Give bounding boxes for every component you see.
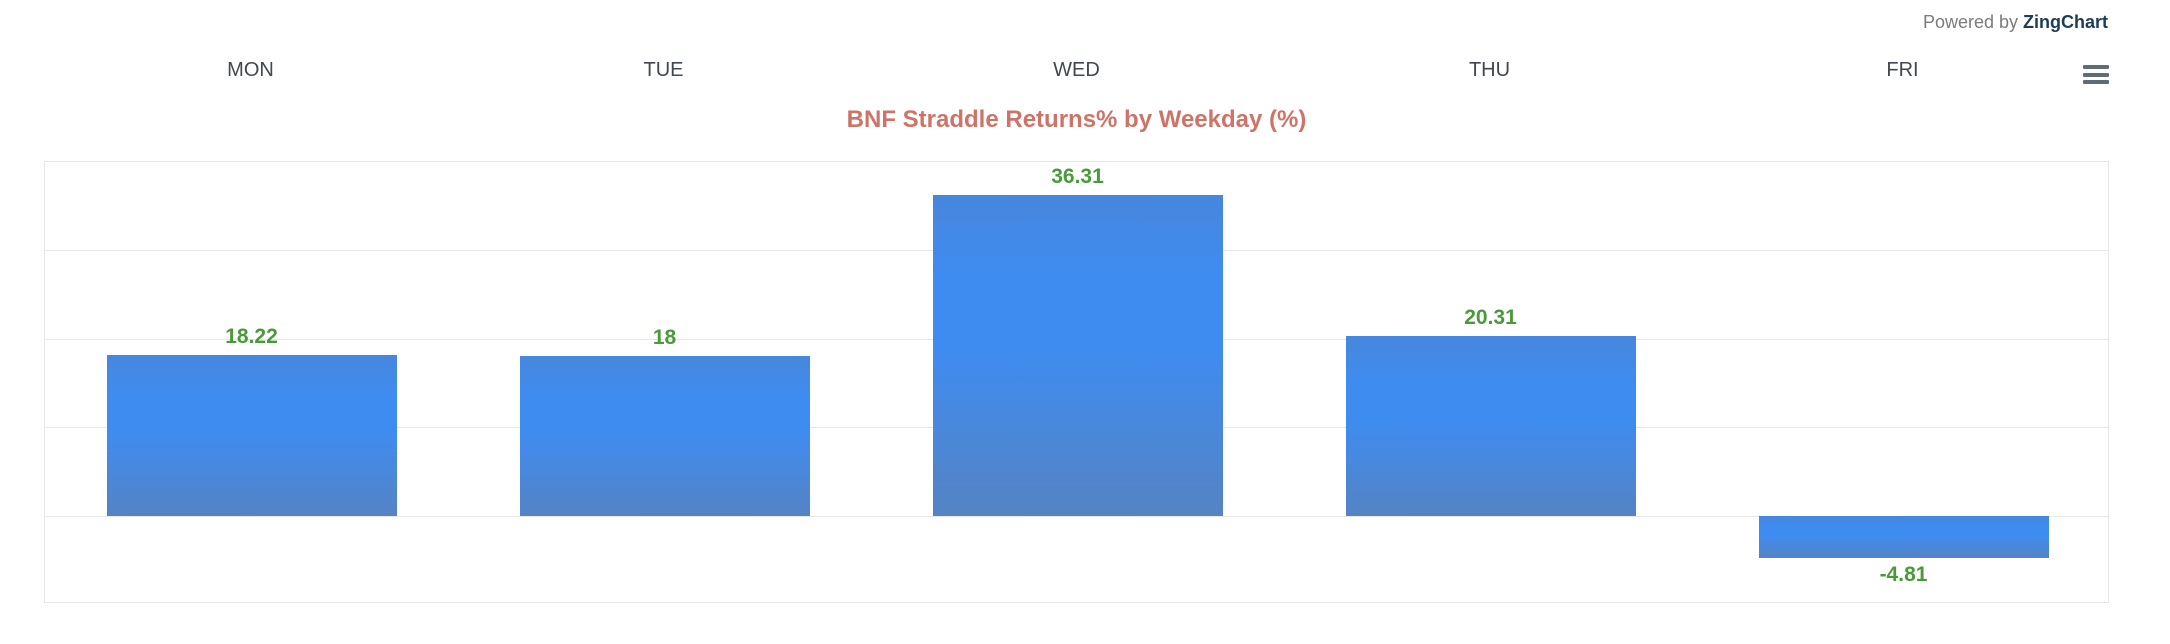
- menu-bar-line: [2083, 72, 2109, 77]
- chart-title: BNF Straddle Returns% by Weekday (%): [846, 106, 1307, 133]
- hamburger-menu-icon[interactable]: [2083, 65, 2109, 84]
- bar-MON[interactable]: [106, 354, 397, 516]
- powered-by-text: Powered by: [1922, 12, 2018, 32]
- bar-FRI[interactable]: [1758, 515, 2049, 559]
- value-label-TUE: 18: [652, 326, 677, 350]
- axis-label-TUE: TUE: [643, 59, 684, 81]
- menu-bar-line: [2083, 65, 2109, 69]
- bar-WED[interactable]: [932, 194, 1223, 516]
- bar-THU[interactable]: [1345, 336, 1636, 516]
- value-label-THU: 20.31: [1464, 306, 1517, 330]
- plot-area: 18.22 18 36.31 20.31 -4.81: [44, 161, 2109, 603]
- value-label-FRI: -4.81: [1879, 563, 1928, 587]
- zingchart-brand-link[interactable]: ZingChart: [2023, 12, 2108, 32]
- axis-label-THU: THU: [1468, 59, 1511, 81]
- value-label-MON: 18.22: [225, 324, 278, 348]
- axis-label-FRI: FRI: [1886, 59, 1919, 81]
- axis-label-MON: MON: [227, 59, 274, 81]
- menu-bar-line: [2083, 80, 2109, 84]
- axis-label-WED: WED: [1053, 59, 1100, 81]
- bar-TUE[interactable]: [519, 356, 810, 516]
- gridline: [45, 515, 2108, 517]
- value-label-WED: 36.31: [1051, 164, 1104, 188]
- powered-by: Powered by ZingChart: [1923, 10, 2108, 34]
